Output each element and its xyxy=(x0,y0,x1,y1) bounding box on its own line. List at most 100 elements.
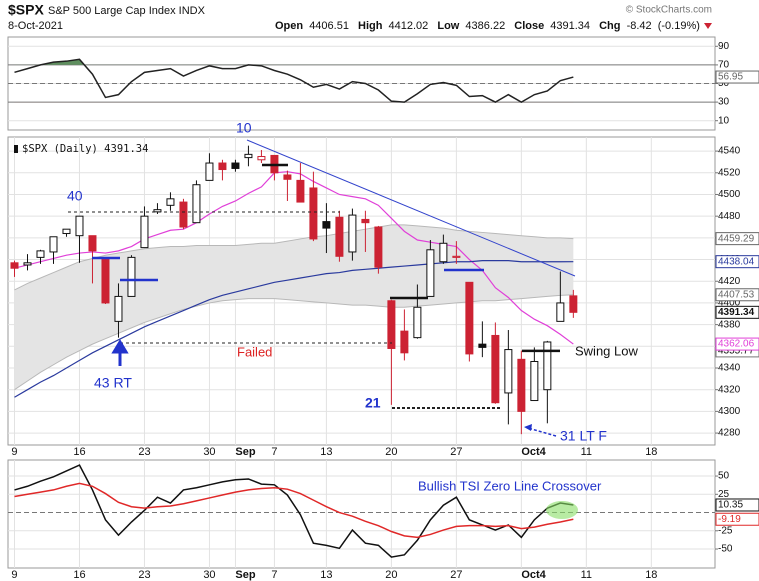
x-tick-label: 11 xyxy=(581,446,592,458)
quote-value: 4412.02 xyxy=(389,20,429,32)
candle-body xyxy=(556,302,565,322)
down-triangle xyxy=(704,23,712,29)
y-tick-label: 4480 xyxy=(718,211,741,222)
candle-body xyxy=(478,343,487,348)
last-value-label: 4391.34 xyxy=(718,307,755,318)
y-tick-label: 50 xyxy=(718,78,730,89)
wave-label: 10 xyxy=(236,120,252,136)
y-tick-label: 4340 xyxy=(718,363,741,374)
last-value-label: 4362.06 xyxy=(718,339,755,350)
candle-body xyxy=(491,334,500,404)
last-value-box xyxy=(715,232,759,246)
candle-body xyxy=(374,226,383,268)
annotations: 10 40 43 RT Failed 21 31 LT F Swing Low … xyxy=(67,120,638,519)
candle-body xyxy=(296,179,305,203)
candle-body xyxy=(179,201,188,228)
x-tick-label: 27 xyxy=(450,446,462,458)
y-tick-label: -50 xyxy=(718,544,733,555)
quote-value: 4406.51 xyxy=(309,20,349,32)
y-tick-label: 4300 xyxy=(718,406,741,417)
symbol-name: S&P 500 Large Cap Index INDX xyxy=(48,5,206,17)
candle-body xyxy=(348,214,357,253)
series-line xyxy=(14,260,574,398)
series-line xyxy=(14,58,574,103)
candle-body xyxy=(439,242,448,263)
y-tick-label: 4520 xyxy=(718,167,741,178)
failed-label: Failed xyxy=(237,344,272,359)
panel-frame xyxy=(7,459,716,569)
candle-body xyxy=(530,360,539,402)
band-edge xyxy=(14,294,574,391)
candle-body xyxy=(166,198,175,206)
candle-body xyxy=(543,341,552,391)
x-tick-label: Sep xyxy=(235,446,255,458)
x-tick-label: 9 xyxy=(11,569,17,581)
x-tick-label: 20 xyxy=(385,446,397,458)
last-value-box xyxy=(715,255,759,269)
x-tick-label: 18 xyxy=(645,446,657,458)
legend-icon xyxy=(14,145,18,153)
header: $SPX S&P 500 Large Cap Index INDX 8-Oct-… xyxy=(8,2,712,32)
x-tick-label: 23 xyxy=(138,446,150,458)
candle-body xyxy=(140,215,149,249)
candle-body xyxy=(257,156,266,161)
wave-label: 40 xyxy=(67,188,83,204)
x-tick-label: 30 xyxy=(203,446,215,458)
candle-body xyxy=(504,349,513,394)
last-value-label: 4355.77 xyxy=(718,346,755,357)
last-value-label: 4459.29 xyxy=(718,233,755,244)
last-value-box xyxy=(715,337,759,351)
x-tick-label: 7 xyxy=(271,446,277,458)
source: © StockCharts.com xyxy=(626,5,712,16)
last-value-box xyxy=(715,70,759,84)
quote-label: High xyxy=(358,20,383,32)
quote-value: 4386.22 xyxy=(465,20,505,32)
candle-body xyxy=(49,236,58,253)
y-tick-label: 30 xyxy=(718,97,730,108)
y-tick-label: 4400 xyxy=(718,298,741,309)
x-tick-label: 18 xyxy=(645,569,657,581)
candle-body xyxy=(335,216,344,257)
oversold-shade xyxy=(14,102,574,103)
candle-body xyxy=(231,162,240,169)
candle-body xyxy=(62,228,71,235)
trend-line xyxy=(246,139,576,277)
band-edge xyxy=(14,224,574,291)
candle-body xyxy=(322,221,331,229)
candle-body xyxy=(10,262,19,269)
wave-label: 21 xyxy=(365,395,381,411)
y-tick-label: 4280 xyxy=(718,428,741,439)
quote-label: Chg xyxy=(599,20,620,32)
candle-body xyxy=(400,330,409,354)
quote: Open 4406.51 High 4412.02 Low 4386.22 Cl… xyxy=(275,20,700,32)
candle-body xyxy=(153,209,162,213)
y-tick-label: -25 xyxy=(718,525,733,536)
candle-body xyxy=(23,262,32,266)
x-tick-label: 30 xyxy=(203,569,215,581)
y-tick-label: 25 xyxy=(718,489,730,500)
change-pct: (-0.19%) xyxy=(658,20,700,32)
candle-body xyxy=(101,259,110,304)
quote-label: Close xyxy=(514,20,544,32)
wave-label: 31 LT F xyxy=(560,428,607,444)
quote-label: Open xyxy=(275,20,303,32)
quote-value: 4391.34 xyxy=(550,20,590,32)
y-tick-label: 50 xyxy=(718,471,730,482)
x-tick-label: 13 xyxy=(320,446,332,458)
series-line xyxy=(14,464,574,558)
x-tick-label: Sep xyxy=(235,569,255,581)
x-tick-label: 11 xyxy=(581,569,592,581)
last-value-label: 10.35 xyxy=(718,500,743,511)
series-line xyxy=(14,171,574,345)
swing-low-label: Swing Low xyxy=(575,343,638,358)
last-value-box xyxy=(715,305,759,319)
candle-body xyxy=(218,162,227,171)
y-tick-label: 10 xyxy=(718,115,730,126)
quote-value: -8.42 xyxy=(627,20,652,32)
y-tick-label: 4540 xyxy=(718,146,741,157)
candle-body xyxy=(413,306,422,339)
x-tick-label: Oct4 xyxy=(521,446,546,458)
candle-body xyxy=(283,174,292,180)
candle-body xyxy=(309,187,318,240)
